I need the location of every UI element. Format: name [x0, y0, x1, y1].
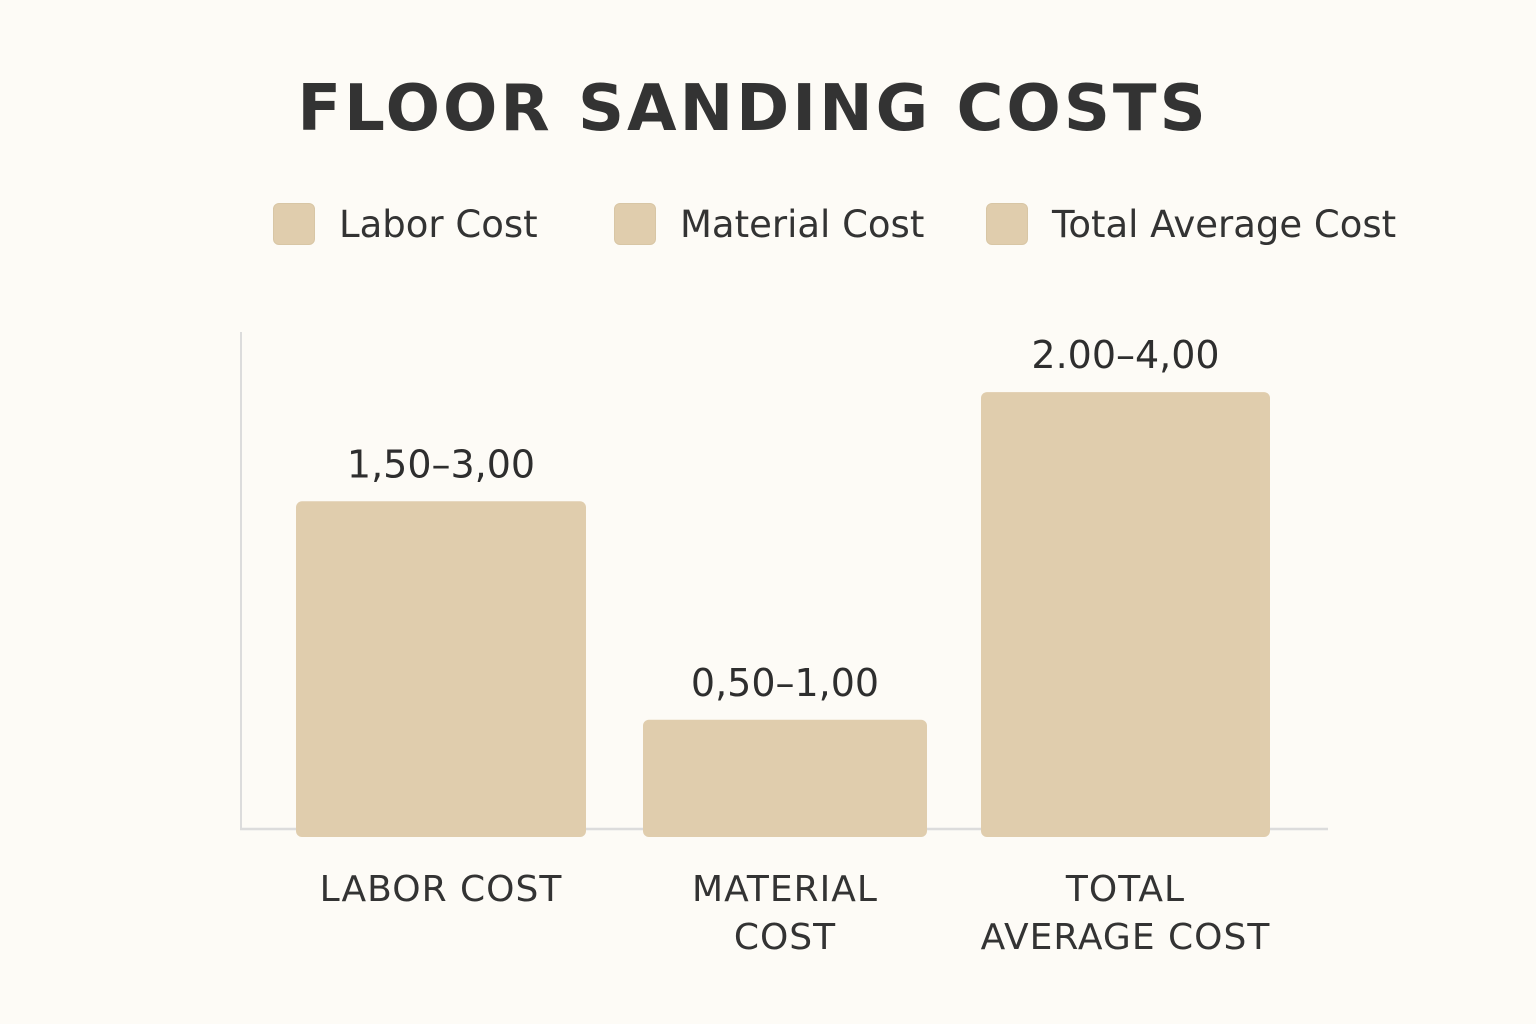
bars: [296, 392, 1270, 837]
legend-label-material-cost: Material Cost: [680, 202, 925, 246]
data-label-total-average-cost: 2.00–4,00: [1031, 333, 1219, 377]
legend-item-labor-cost: Labor Cost: [273, 202, 538, 246]
legend-item-material-cost: Material Cost: [614, 202, 924, 246]
legend-swatch-labor-cost: [273, 203, 315, 245]
legend-label-total-average-cost: Total Average Cost: [1052, 202, 1397, 246]
data-label-labor-cost: 1,50–3,00: [347, 442, 535, 486]
category-label-total-average-cost: TOTAL AVERAGE COST: [981, 869, 1271, 958]
legend-swatch-total-average-cost: [986, 203, 1028, 245]
category-label-labor-cost: LABOR COST: [320, 869, 563, 910]
data-label-material-cost: 0,50–1,00: [691, 661, 879, 705]
chart-title: FLOOR SANDING COSTS: [297, 72, 1209, 146]
bar-labor-cost: [296, 501, 586, 837]
bar-material-cost: [643, 719, 927, 837]
category-label-material-cost: MATERIAL COST: [692, 869, 878, 958]
value-labels: 1,50–3,00 0,50–1,00 2.00–4,00: [347, 333, 1220, 705]
legend-item-total-average-cost: Total Average Cost: [986, 202, 1396, 246]
category-labels: LABOR COST MATERIAL COST TOTAL AVERAGE COST: [320, 869, 1271, 958]
legend-swatch-material-cost: [614, 203, 656, 245]
bar-total-average-cost: [981, 392, 1270, 837]
legend-label-labor-cost: Labor Cost: [339, 202, 538, 246]
